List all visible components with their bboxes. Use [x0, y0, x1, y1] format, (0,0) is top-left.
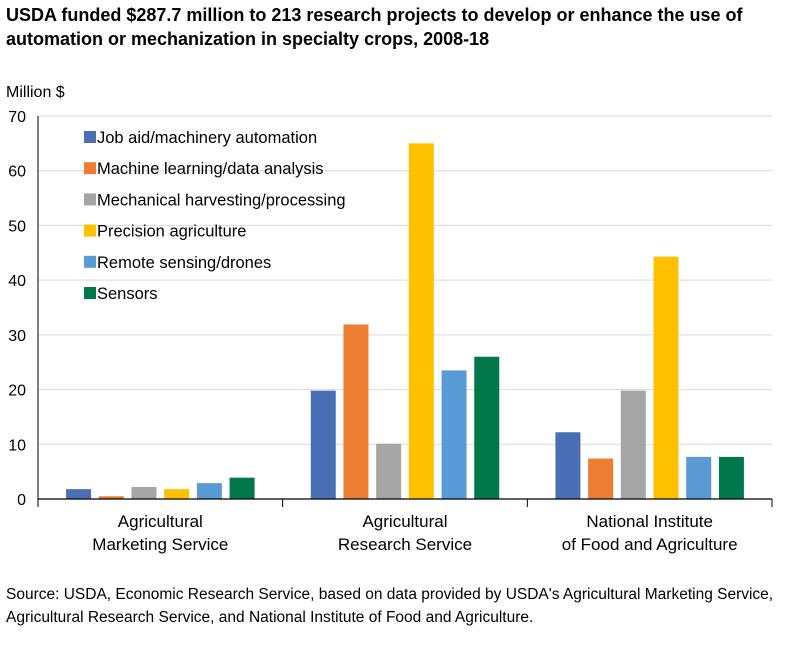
bar: [441, 370, 467, 499]
category-label: Agricultural: [362, 512, 447, 531]
bar: [653, 256, 679, 499]
legend-swatch: [84, 287, 96, 299]
y-tick-label: 10: [8, 437, 26, 454]
bar: [131, 486, 157, 499]
category-label: Agricultural: [118, 512, 203, 531]
legend-swatch: [84, 255, 96, 268]
category-label: Marketing Service: [92, 535, 228, 554]
legend-label: Remote sensing/drones: [97, 254, 271, 272]
source-note: Source: USDA, Economic Research Service,…: [6, 586, 774, 626]
chart-title: USDA funded $287.7 million to 213 resear…: [6, 5, 743, 49]
bar: [376, 443, 402, 499]
y-axis-ticks: 0 10 20 30 40 50 60 70: [8, 109, 26, 509]
bar: [98, 496, 124, 499]
category-label: Research Service: [338, 535, 472, 554]
bar: [588, 458, 614, 499]
bar: [66, 489, 92, 499]
bar: [408, 143, 434, 499]
bar: [474, 356, 500, 499]
y-tick-label: 0: [17, 492, 26, 509]
bar: [164, 489, 190, 499]
category-labels: Agricultural Marketing Service Agricultura…: [92, 512, 737, 554]
bar: [718, 456, 744, 499]
y-tick-label: 30: [8, 328, 26, 345]
bar: [229, 477, 255, 499]
y-tick-label: 40: [8, 273, 26, 290]
bar: [620, 390, 646, 499]
legend-swatch: [84, 131, 96, 143]
bar: [310, 390, 336, 499]
bar: [555, 432, 581, 499]
legend-swatch: [84, 224, 96, 237]
y-tick-label: 20: [8, 383, 26, 400]
legend-swatch: [84, 162, 96, 175]
x-axis: [37, 116, 773, 507]
category-label: of Food and Agriculture: [562, 535, 738, 554]
y-tick-label: 70: [8, 109, 26, 126]
bars: [66, 143, 744, 499]
y-tick-label: 60: [8, 164, 26, 181]
legend-label: Precision agriculture: [97, 223, 246, 241]
y-tick-label: 50: [8, 218, 26, 235]
y-axis-label: Million $: [6, 84, 65, 101]
legend-label: Sensors: [97, 285, 158, 303]
legend-label: Mechanical harvesting/processing: [97, 191, 346, 209]
legend-label: Job aid/machinery automation: [97, 129, 317, 147]
bar: [196, 483, 222, 499]
category-label: National Institute: [586, 512, 713, 531]
bar: [686, 456, 712, 499]
legend-swatch: [84, 193, 96, 206]
legend-label: Machine learning/data analysis: [97, 160, 324, 178]
legend: Job aid/machinery automation Machine lear…: [84, 129, 346, 303]
gridlines: [38, 115, 772, 445]
bar: [343, 324, 369, 499]
